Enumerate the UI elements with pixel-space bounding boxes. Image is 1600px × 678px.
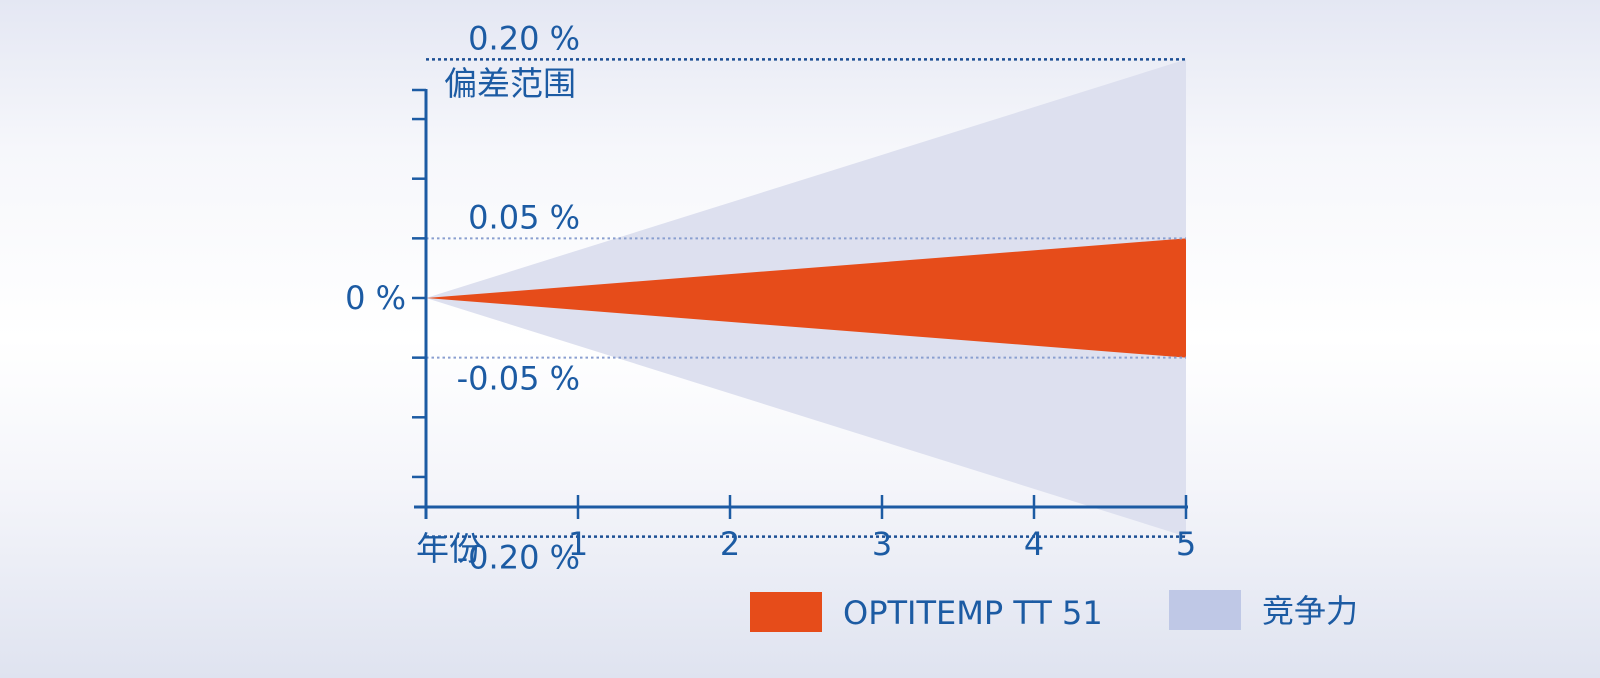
y-zero-label: 0 %	[345, 279, 406, 317]
legend-label-competitors: 竞争力	[1262, 592, 1358, 630]
x-tick-label: 1	[568, 525, 588, 563]
x-tick-label: 5	[1176, 525, 1196, 563]
reference-label: -0.20 %	[457, 539, 580, 577]
x-tick-label: 4	[1024, 525, 1044, 563]
x-tick-label: 2	[720, 525, 740, 563]
reference-label: -0.05 %	[457, 360, 580, 398]
y-axis-title: 偏差范围	[444, 64, 576, 103]
x-tick-label: 3	[872, 525, 892, 563]
band-optitemp	[426, 238, 1186, 358]
legend-swatch-optitemp	[750, 592, 822, 632]
legend-label-optitemp: OPTITEMP TT 51	[843, 594, 1103, 632]
legend-swatch-competitors	[1169, 590, 1241, 630]
reference-label: 0.05 %	[468, 198, 580, 236]
reference-label: 0.20 %	[468, 19, 580, 57]
x-axis-title: 年份	[416, 529, 482, 568]
